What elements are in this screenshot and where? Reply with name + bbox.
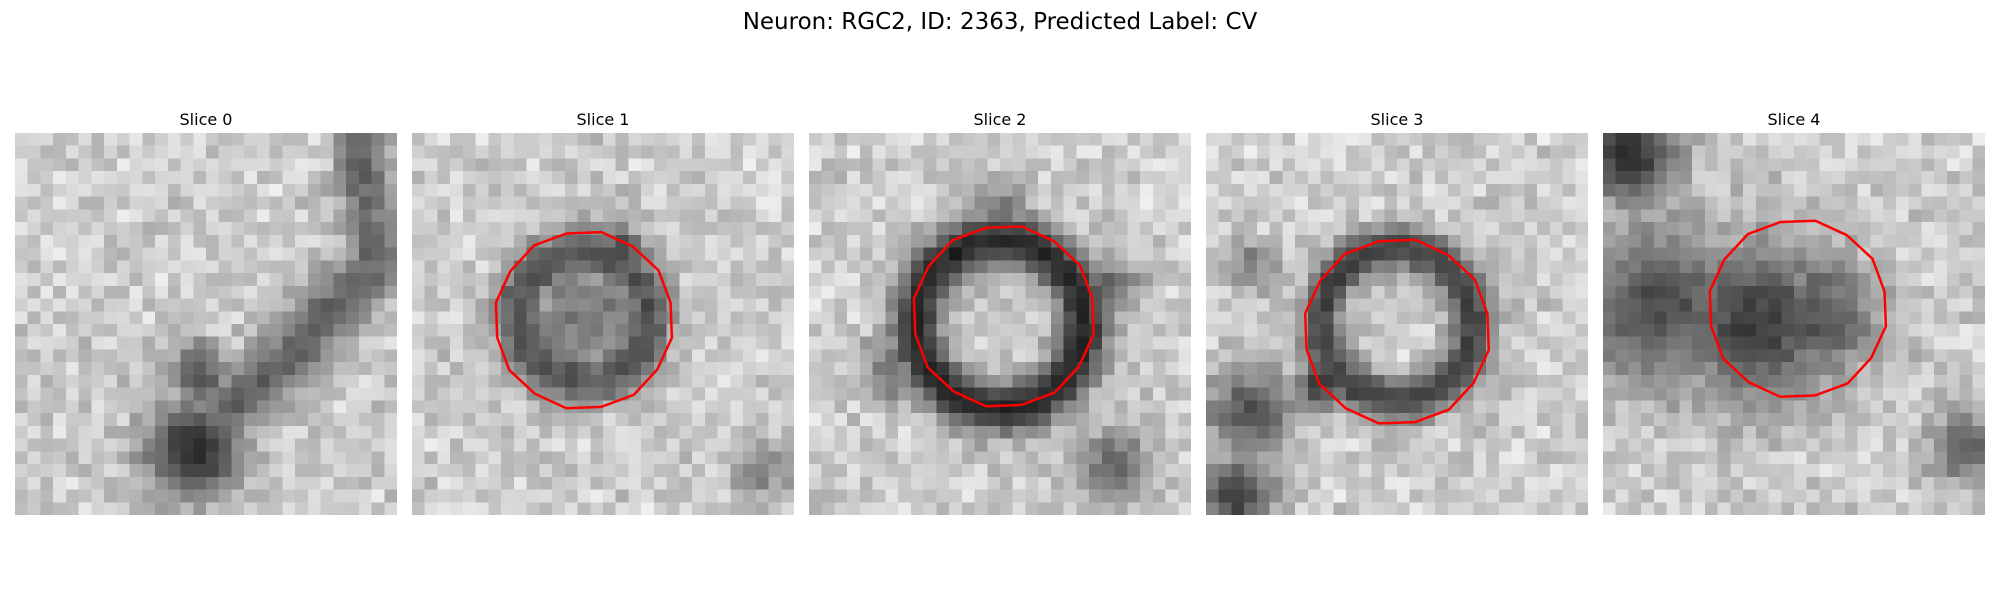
slice-pixels	[15, 133, 397, 515]
cell-contour-2	[912, 225, 1095, 408]
slice-image-2	[809, 133, 1191, 515]
slice-image-4	[1603, 133, 1985, 515]
slice-panel-2: Slice 2	[809, 107, 1191, 515]
slice-title-1: Slice 1	[576, 110, 630, 129]
slice-pixels	[809, 133, 1191, 515]
slice-pixels	[1603, 133, 1985, 515]
slice-title-4: Slice 4	[1767, 110, 1821, 129]
slice-panel-0: Slice 0	[15, 107, 397, 515]
slice-title-0: Slice 0	[179, 110, 233, 129]
slice-pixels	[1206, 133, 1588, 515]
slice-panel-4: Slice 4	[1603, 107, 1985, 515]
slice-title-3: Slice 3	[1370, 110, 1424, 129]
cell-contour-1	[494, 230, 674, 410]
cell-contour-4	[1708, 219, 1888, 399]
figure-title: Neuron: RGC2, ID: 2363, Predicted Label:…	[742, 9, 1258, 35]
slice-panel-3: Slice 3	[1206, 107, 1588, 515]
slice-image-1	[412, 133, 794, 515]
slice-title-2: Slice 2	[973, 110, 1027, 129]
cell-contour-3	[1303, 238, 1491, 425]
slice-image-0	[15, 133, 397, 515]
slice-image-3	[1206, 133, 1588, 515]
slice-panel-1: Slice 1	[412, 107, 794, 515]
slice-pixels	[412, 133, 794, 515]
